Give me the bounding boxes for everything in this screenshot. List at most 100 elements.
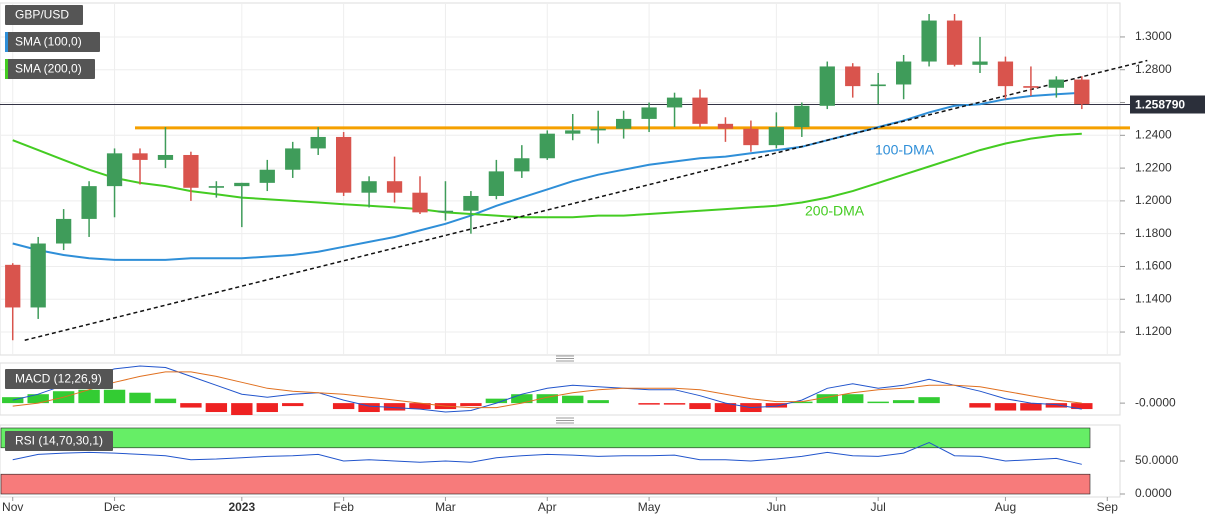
candle-body bbox=[488, 171, 504, 196]
candle-body bbox=[208, 186, 224, 188]
candle-body bbox=[285, 148, 301, 170]
macd-line bbox=[12, 371, 1082, 409]
x-tick-label: Nov bbox=[2, 500, 23, 514]
candle-body bbox=[514, 158, 530, 172]
label-box bbox=[5, 369, 113, 389]
histogram-bar bbox=[231, 403, 253, 415]
histogram-bar bbox=[562, 395, 584, 404]
candle-body bbox=[997, 61, 1014, 87]
candle-body bbox=[310, 136, 326, 149]
y-tick-label: 0.0000 bbox=[1135, 486, 1172, 500]
y-tick-label: -0.0000 bbox=[1135, 395, 1176, 409]
macd-line bbox=[12, 365, 1082, 413]
histogram-bar bbox=[969, 403, 991, 408]
y-tick-label: 1.2200 bbox=[1135, 160, 1172, 174]
last-price-label: 1.258790 bbox=[1135, 98, 1185, 112]
histogram-bar bbox=[460, 403, 482, 407]
candle-body bbox=[616, 118, 632, 129]
candle-body bbox=[412, 192, 428, 213]
candle-body bbox=[234, 182, 250, 187]
histogram-bar bbox=[205, 403, 228, 413]
y-tick-label: 1.1800 bbox=[1135, 226, 1172, 240]
candle-body bbox=[692, 97, 708, 124]
histogram-bar bbox=[587, 400, 609, 404]
candle-body bbox=[641, 107, 657, 119]
histogram-bar bbox=[1045, 403, 1068, 408]
candle-body bbox=[870, 84, 886, 87]
candle-body bbox=[336, 136, 352, 193]
candle-body bbox=[106, 153, 123, 187]
candle-body bbox=[717, 123, 734, 129]
candle-body bbox=[921, 20, 937, 62]
histogram-bar bbox=[663, 403, 686, 405]
histogram-bar bbox=[154, 398, 177, 404]
histogram-bar bbox=[638, 403, 660, 405]
candle-body bbox=[183, 154, 199, 188]
histogram-bar bbox=[791, 401, 813, 404]
histogram-bar bbox=[816, 394, 838, 404]
histogram-bar bbox=[765, 403, 788, 408]
candle-body bbox=[946, 20, 963, 65]
label-text: SMA (200,0) bbox=[15, 62, 82, 76]
histogram-bar bbox=[714, 403, 737, 413]
histogram-bar bbox=[103, 389, 126, 404]
x-tick-label: May bbox=[638, 500, 661, 514]
histogram-bar bbox=[689, 403, 711, 410]
candle-body bbox=[437, 210, 454, 213]
y-tick-label: 1.1400 bbox=[1135, 291, 1172, 305]
histogram-bar bbox=[78, 389, 100, 404]
candle-body bbox=[1074, 79, 1090, 105]
label-box bbox=[5, 32, 100, 52]
x-tick-label: Jun bbox=[767, 500, 786, 514]
rsi-band bbox=[0, 427, 1091, 449]
x-tick-label: 2023 bbox=[228, 500, 255, 514]
histogram-bar bbox=[409, 403, 431, 410]
x-tick-label: Apr bbox=[538, 500, 557, 514]
y-tick-label: 1.1200 bbox=[1135, 324, 1172, 338]
histogram-bar bbox=[332, 403, 355, 410]
x-tick-label: Aug bbox=[995, 500, 1016, 514]
y-tick-label: 1.2800 bbox=[1135, 62, 1172, 76]
histogram-bar bbox=[485, 398, 508, 404]
x-tick-label: Feb bbox=[333, 500, 354, 514]
candle-body bbox=[896, 61, 912, 85]
rsi-band bbox=[0, 473, 1091, 495]
annotation: 200-DMA bbox=[805, 203, 865, 219]
histogram-bar bbox=[918, 397, 940, 404]
candle-body bbox=[794, 105, 810, 128]
histogram-bar bbox=[383, 403, 406, 411]
candle-body bbox=[386, 181, 403, 193]
label-text: MACD (12,26,9) bbox=[15, 372, 102, 386]
rsi-line bbox=[12, 441, 1082, 465]
candle-body bbox=[1023, 86, 1039, 88]
y-tick-label: 1.2000 bbox=[1135, 193, 1172, 207]
annotation: 100-DMA bbox=[875, 142, 935, 158]
histogram-bar bbox=[1071, 403, 1093, 410]
y-tick-label: 50.0000 bbox=[1135, 453, 1179, 467]
histogram-bar bbox=[282, 403, 304, 407]
histogram-bar bbox=[892, 400, 915, 404]
label-box bbox=[5, 5, 83, 25]
candle-body bbox=[157, 154, 174, 160]
x-tick-label: Dec bbox=[104, 500, 125, 514]
candle-body bbox=[259, 169, 275, 183]
macd-panel bbox=[0, 362, 1121, 416]
candle-body bbox=[972, 61, 988, 65]
candle-body bbox=[565, 130, 581, 134]
candle-body bbox=[845, 66, 861, 87]
candle-body bbox=[56, 218, 72, 244]
y-tick-label: 1.1600 bbox=[1135, 259, 1172, 273]
candle-body bbox=[743, 128, 759, 146]
label-text: SMA (100,0) bbox=[15, 35, 82, 49]
histogram-bar bbox=[129, 392, 151, 404]
label-box bbox=[5, 431, 113, 451]
histogram-bar bbox=[358, 403, 380, 413]
label-box bbox=[5, 59, 95, 79]
panel-grip bbox=[556, 355, 574, 424]
histogram-bar bbox=[994, 403, 1017, 411]
x-tick-label: Jul bbox=[871, 500, 886, 514]
candle-body bbox=[361, 181, 377, 193]
histogram-bar bbox=[256, 403, 278, 413]
label-text: GBP/USD bbox=[15, 8, 69, 22]
